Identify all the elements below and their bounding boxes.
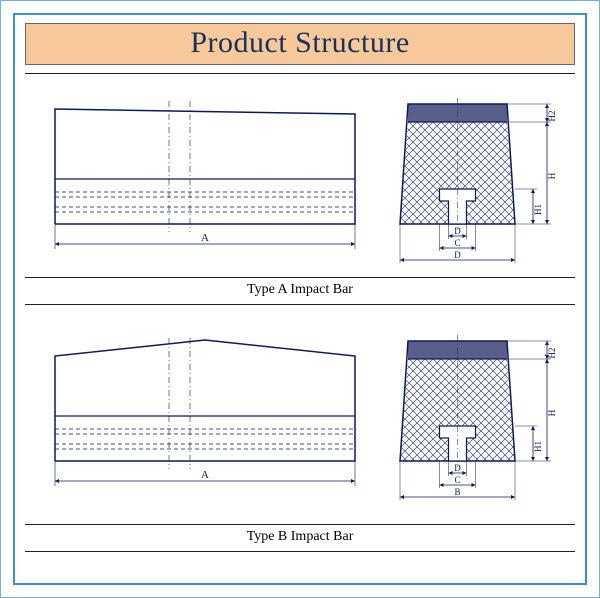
svg-text:D: D	[454, 250, 461, 260]
title-bar: Product Structure	[25, 23, 575, 65]
svg-text:D: D	[454, 463, 461, 473]
panel-type-b: A H2 H H1 DCB Type B Impact Bar	[25, 311, 575, 558]
svg-text:C: C	[454, 475, 460, 485]
svg-text:A: A	[201, 469, 209, 481]
rule	[25, 304, 575, 305]
svg-text:H2: H2	[547, 111, 557, 122]
drawing-type-b: A H2 H H1 DCB	[25, 311, 575, 521]
svg-text:B: B	[454, 487, 460, 497]
svg-text:C: C	[454, 238, 460, 248]
outer-frame: Product Structure AH2HH1DCD Type A Impac…	[0, 0, 600, 598]
svg-text:A: A	[201, 232, 209, 244]
svg-text:H1: H1	[533, 441, 543, 452]
caption-a: Type A Impact Bar	[25, 278, 575, 302]
panel-type-a: A H2 H H1 DCD Type A Impact Bar	[25, 73, 575, 311]
svg-text:H2: H2	[547, 348, 557, 359]
drawing-type-a: A H2 H H1 DCD	[25, 74, 575, 274]
caption-b: Type B Impact Bar	[25, 525, 575, 549]
svg-text:D: D	[454, 226, 461, 236]
svg-text:H1: H1	[533, 204, 543, 215]
inner-frame: Product Structure AH2HH1DCD Type A Impac…	[13, 13, 587, 585]
title-text: Product Structure	[190, 26, 409, 59]
svg-text:H: H	[547, 409, 557, 416]
rule	[25, 551, 575, 552]
caption-row-a: Type A Impact Bar	[25, 274, 575, 311]
svg-text:H: H	[547, 172, 557, 179]
caption-row-b: Type B Impact Bar	[25, 521, 575, 558]
